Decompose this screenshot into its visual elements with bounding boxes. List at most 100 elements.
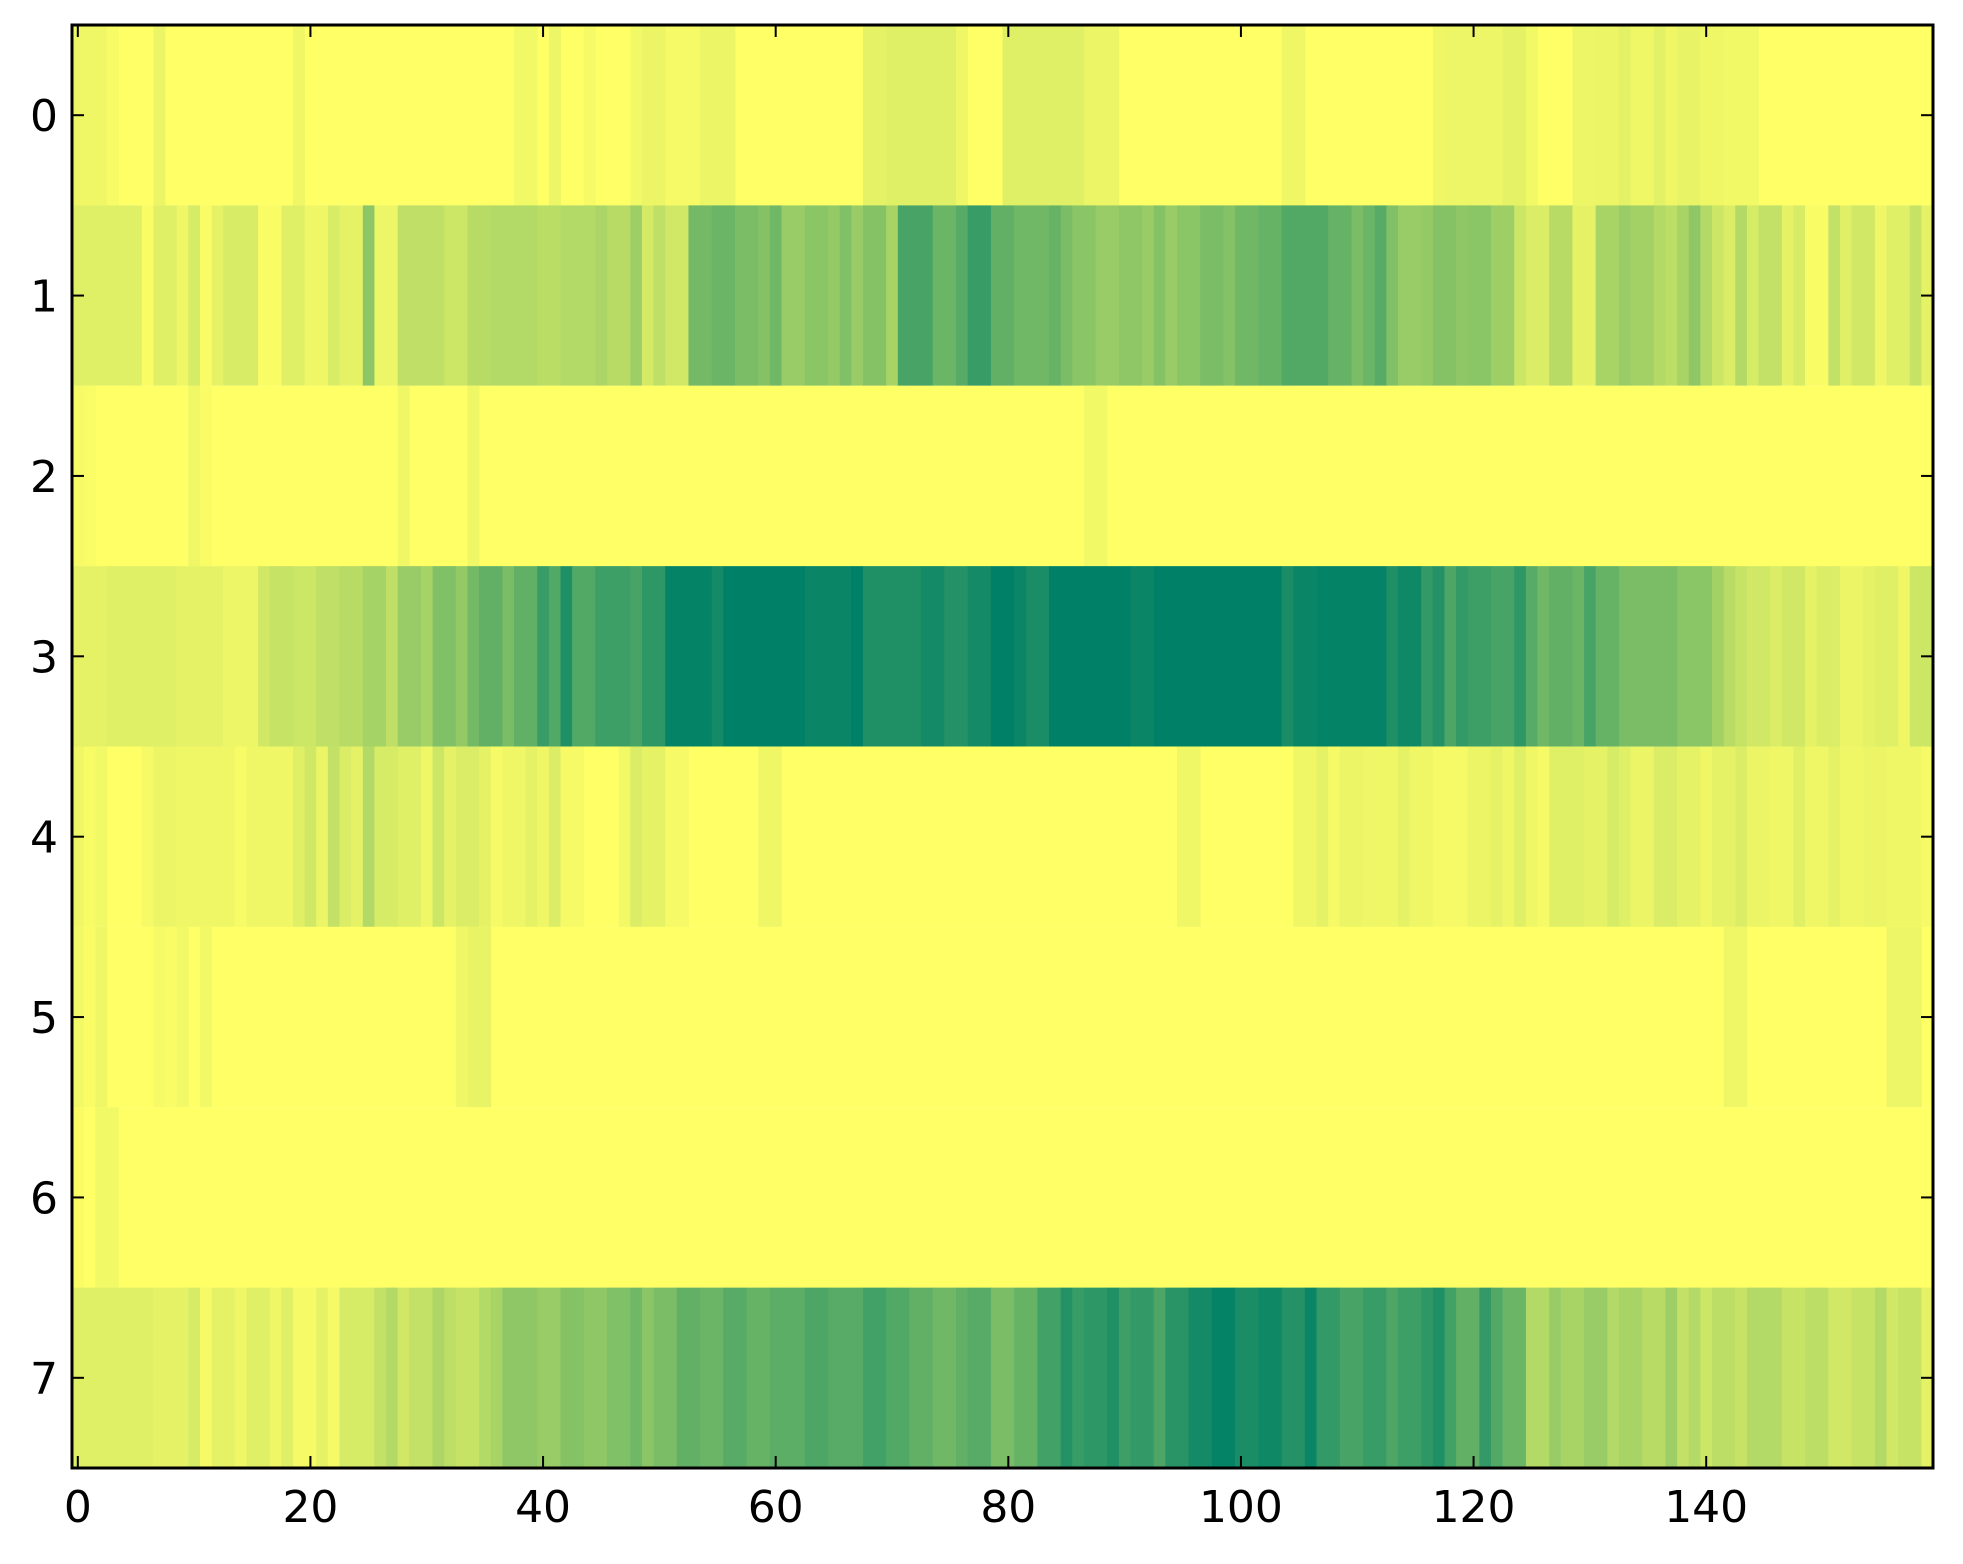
heatmap-cell: [769, 1287, 806, 1468]
heatmap-cell: [1886, 746, 1922, 927]
heatmap-cell: [1200, 205, 1224, 386]
heatmap-cell: [1432, 205, 1457, 386]
heatmap-cell: [1397, 746, 1410, 927]
heatmap-cell: [1665, 205, 1678, 386]
heatmap-cell: [548, 746, 561, 927]
heatmap-cell: [1293, 746, 1317, 927]
heatmap-cell: [1049, 566, 1131, 747]
heatmap-cell: [1618, 205, 1631, 386]
heatmap-cell: [1549, 746, 1585, 927]
x-axis-tick-labels: 0 20 40 60 80 100 120 140: [64, 1482, 1748, 1533]
heatmap-cell: [1072, 1287, 1085, 1468]
y-axis-tick-labels: 0 1 2 3 4 5 6 7: [30, 91, 58, 1405]
heatmap-cell: [1456, 205, 1469, 386]
y-tick-label: 2: [30, 452, 58, 503]
heatmap-cell: [502, 566, 515, 747]
heatmap-cell: [374, 205, 399, 386]
heatmap-cell: [1479, 1287, 1492, 1468]
heatmap-cell: [1677, 746, 1701, 927]
heatmap-cell: [711, 205, 736, 386]
heatmap-cell: [339, 205, 364, 386]
heatmap-cell: [467, 926, 492, 1108]
heatmap-cell: [374, 1287, 387, 1468]
heatmap-cell: [1072, 205, 1096, 386]
heatmap-cell: [188, 385, 201, 567]
heatmap-cell: [1584, 1287, 1608, 1468]
heatmap-cell: [1874, 566, 1899, 747]
heatmap-cell: [1153, 566, 1283, 747]
heatmap-cell: [467, 385, 480, 567]
heatmap-cell: [1537, 746, 1550, 927]
heatmap-cell: [1316, 1287, 1341, 1468]
heatmap-cell: [106, 25, 119, 206]
heatmap-cell: [1456, 566, 1469, 747]
heatmap-cell: [1735, 205, 1748, 386]
heatmap-cell: [83, 25, 108, 206]
heatmap-cell: [665, 566, 713, 747]
heatmap-cell: [479, 746, 492, 927]
heatmap-cell: [1328, 746, 1341, 927]
heatmap-cell: [1653, 205, 1666, 386]
heatmap-cell: [153, 1287, 189, 1468]
heatmap-cell: [607, 1287, 631, 1468]
heatmap-cell: [1735, 1287, 1748, 1468]
heatmap-cell: [1095, 205, 1120, 386]
heatmap-cell: [1665, 1287, 1678, 1468]
heatmap-cell: [1014, 1287, 1038, 1468]
heatmap-cell: [1712, 205, 1725, 386]
heatmap-cell: [386, 566, 399, 747]
heatmap-cell: [1363, 1287, 1387, 1468]
heatmap-cell: [1735, 746, 1748, 927]
heatmap-cell: [862, 205, 887, 386]
x-tick-label: 140: [1664, 1482, 1748, 1533]
heatmap-cell: [641, 566, 666, 747]
heatmap-cell: [1351, 205, 1364, 386]
heatmap-cell: [211, 1287, 236, 1468]
heatmap-cell: [1060, 1287, 1073, 1468]
heatmap-cell: [1549, 566, 1573, 747]
y-tick-label: 5: [30, 993, 58, 1044]
heatmap-cell: [758, 746, 782, 927]
heatmap-cell: [851, 566, 864, 747]
heatmap-cell: [292, 25, 306, 206]
heatmap-cell: [1025, 566, 1050, 747]
heatmap-cell: [1665, 25, 1678, 206]
heatmap-cell: [1630, 746, 1655, 927]
heatmap-cell: [455, 746, 480, 927]
heatmap-cell: [1456, 1287, 1480, 1468]
heatmap-cell: [292, 1287, 317, 1468]
heatmap-cell: [1176, 205, 1201, 386]
heatmap-cell: [804, 205, 829, 386]
heatmap-cell: [1339, 1287, 1364, 1468]
heatmap-cell: [1491, 205, 1515, 386]
heatmap-cell: [281, 1287, 294, 1468]
heatmap-cell: [467, 566, 480, 747]
heatmap-cell: [1607, 1287, 1620, 1468]
heatmap-cell: [1118, 1287, 1131, 1468]
heatmap-cell: [95, 746, 108, 927]
heatmap-cell: [1688, 1287, 1701, 1468]
heatmap-cell: [1153, 205, 1166, 386]
heatmap-cell: [1758, 205, 1783, 386]
heatmap-cell: [758, 205, 771, 386]
heatmap-cell: [1653, 746, 1678, 927]
heatmap-cell: [1281, 25, 1306, 206]
y-tick-label: 6: [30, 1173, 58, 1224]
heatmap-cell: [700, 25, 736, 206]
heatmap-cell: [1549, 1287, 1562, 1468]
heatmap-cell: [560, 205, 596, 386]
x-tick-label: 60: [748, 1482, 804, 1533]
heatmap-cell: [1223, 205, 1236, 386]
heatmap-cell: [1874, 205, 1887, 386]
heatmap-cell: [583, 1287, 608, 1468]
heatmap-cell: [1037, 1287, 1062, 1468]
heatmap-cell: [420, 566, 433, 747]
heatmap-cell: [932, 205, 957, 386]
heatmap-cell: [1386, 566, 1399, 747]
y-tick-label: 4: [30, 813, 58, 864]
heatmap-cell: [339, 566, 364, 747]
heatmap-cell: [1281, 1287, 1306, 1468]
heatmap-cell: [537, 566, 550, 747]
heatmap-cell: [1049, 205, 1062, 386]
